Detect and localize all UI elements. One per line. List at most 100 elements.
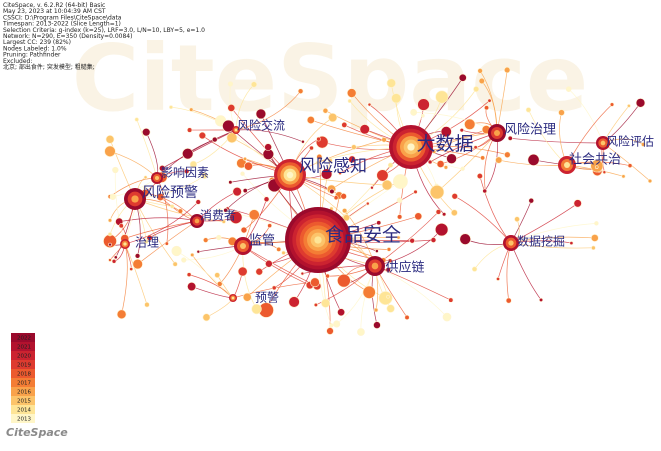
node-label: 治理: [135, 236, 159, 250]
edge: [124, 201, 199, 245]
node: [386, 247, 392, 252]
node: [341, 121, 348, 128]
edge: [134, 198, 176, 265]
node: [271, 285, 277, 291]
node: [647, 178, 653, 184]
hub-ring: [131, 195, 139, 203]
node: [216, 281, 223, 287]
node: [228, 180, 233, 185]
node: [477, 68, 483, 74]
node-label: 风险交流: [237, 118, 285, 133]
node: [134, 253, 141, 259]
node: [482, 188, 488, 194]
header-line: Network: N=290, E=350 (Density=0.0084): [3, 33, 132, 40]
node: [281, 250, 286, 255]
header-line: Excluded:: [3, 58, 32, 65]
header-line: Timespan: 2013-2022 (Slice Length=1): [2, 21, 121, 28]
node-label: 大数据: [416, 133, 473, 155]
node: [326, 327, 334, 335]
node: [451, 193, 458, 200]
node: [348, 155, 356, 164]
edge: [206, 297, 234, 318]
node: [460, 166, 465, 171]
node: [351, 144, 357, 150]
node-label: 监管: [249, 234, 275, 249]
node: [116, 309, 127, 320]
legend-swatch: [11, 378, 35, 387]
node: [113, 255, 118, 260]
hub-ring: [600, 140, 606, 146]
node: [309, 145, 314, 151]
hub-ring: [286, 171, 294, 179]
header-line: May 23, 2023 at 10:04:39 AM CST: [3, 8, 106, 15]
logo: CiteSpace: [6, 426, 68, 439]
node: [329, 323, 334, 328]
node: [142, 186, 147, 191]
node: [565, 86, 572, 92]
node: [337, 308, 346, 317]
node: [387, 162, 394, 168]
node: [432, 149, 437, 154]
hub-ring: [234, 128, 238, 132]
legend-year: 2019: [17, 363, 31, 369]
node: [164, 241, 169, 246]
node: [386, 304, 395, 313]
node-label: 食品安全: [325, 224, 401, 246]
hub-ring: [240, 243, 246, 249]
legend-year: 2015: [17, 399, 31, 405]
edge: [124, 220, 198, 239]
header-line: Nodes Labeled: 1.0%: [3, 45, 67, 52]
node: [627, 163, 633, 169]
legend-year: 2017: [17, 381, 31, 387]
edge: [124, 243, 148, 305]
legend-swatch: [11, 414, 35, 423]
hub-ring: [407, 143, 415, 151]
edge: [235, 90, 301, 131]
legend-year: 2013: [17, 417, 31, 423]
node: [450, 209, 458, 217]
node: [322, 107, 329, 114]
node: [473, 86, 480, 93]
node: [107, 232, 113, 237]
node: [362, 285, 376, 299]
node: [514, 216, 520, 222]
node: [267, 223, 273, 229]
node: [107, 218, 113, 223]
node: [435, 90, 449, 104]
node: [214, 272, 221, 278]
node: [342, 214, 350, 222]
node: [328, 112, 338, 123]
hub-ring: [508, 240, 514, 246]
node: [558, 109, 565, 116]
node: [442, 312, 452, 322]
node: [211, 136, 218, 143]
legend-swatch: [11, 333, 35, 342]
hub-ring: [314, 236, 322, 244]
node: [459, 233, 471, 245]
edge: [176, 250, 234, 299]
node: [340, 193, 347, 200]
node: [251, 303, 262, 315]
node: [602, 170, 607, 175]
node: [111, 259, 117, 264]
node: [391, 93, 402, 104]
node: [496, 276, 500, 281]
node: [504, 151, 511, 158]
node: [342, 208, 348, 214]
node: [471, 266, 478, 272]
node: [313, 302, 318, 307]
node: [443, 165, 449, 170]
hub-ring: [494, 130, 500, 136]
node: [480, 155, 486, 161]
node: [112, 166, 119, 174]
node: [226, 132, 238, 144]
node: [144, 239, 149, 244]
node: [223, 207, 229, 213]
node: [528, 197, 535, 204]
node: [171, 245, 182, 257]
node: [221, 219, 226, 224]
node: [177, 208, 183, 214]
node: [248, 209, 260, 221]
node: [300, 271, 305, 276]
node: [427, 159, 433, 165]
